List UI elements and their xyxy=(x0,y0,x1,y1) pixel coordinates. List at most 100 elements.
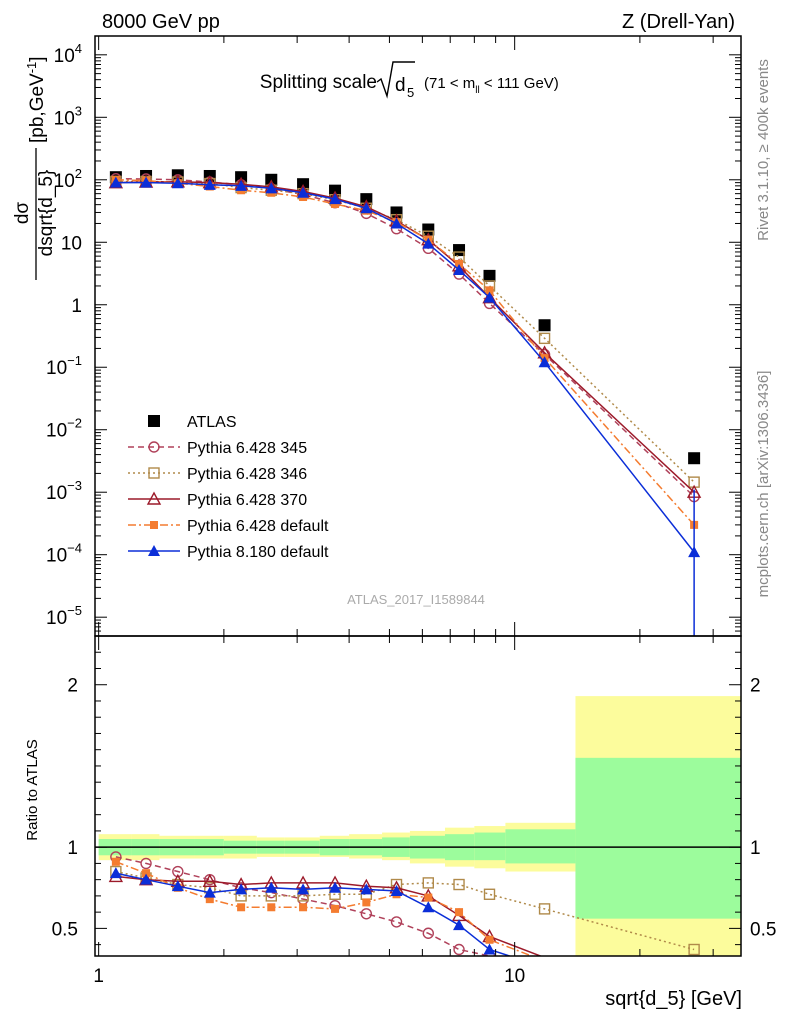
header-left: 8000 GeV pp xyxy=(102,11,220,33)
legend-label-atlas: ATLAS xyxy=(187,414,237,431)
ratio-point-pythia8-default-11 xyxy=(453,919,466,931)
title-symbol-sub: 5 xyxy=(407,85,414,100)
main-ytick-base-1: 10 xyxy=(54,108,75,129)
ylabel-unit-sup: -1 xyxy=(24,62,39,74)
ratio-band-inner-12 xyxy=(474,832,506,861)
ratio-ytick-label-left-1: 1 xyxy=(67,838,78,859)
ratio-point-pythia6-default-12 xyxy=(485,935,494,944)
xtick-label-0: 1 xyxy=(93,966,104,987)
main-ytick-label-6: 10−2 xyxy=(46,416,82,442)
legend-marker-atlas xyxy=(148,415,160,427)
point-pythia8-default-13 xyxy=(538,356,551,368)
ratio-point-pythia8-default-6 xyxy=(297,883,310,895)
ratio-point-pythia8-default-8 xyxy=(360,883,373,895)
ratio-point-pythia6-345-1 xyxy=(140,857,152,870)
main-ytick-exponent-1: 3 xyxy=(75,103,82,118)
main-ytick-base-0: 10 xyxy=(54,46,75,67)
main-ytick-base-6: 10 xyxy=(46,421,67,442)
main-ytick-base-7: 10 xyxy=(46,483,67,504)
main-ytick-base-5: 10 xyxy=(46,358,67,379)
ratio-line-pythia6-346 xyxy=(115,870,695,951)
legend-marker-pythia6-345 xyxy=(148,441,160,453)
legend-item-atlas: ATLAS xyxy=(148,414,237,431)
series-pythia8-default xyxy=(109,176,701,636)
main-plot-series xyxy=(108,169,702,636)
ratio-point-pythia6-345-8 xyxy=(360,908,373,920)
ratio-band-inner-14 xyxy=(575,757,741,919)
rivet-side-label: Rivet 3.1.10, ≥ 400k events xyxy=(755,59,772,241)
main-ytick-label-4: 1 xyxy=(71,296,82,317)
ylabel-unit-text: [pb,GeV xyxy=(27,73,48,143)
point-pythia8-default-6 xyxy=(297,186,310,198)
point-atlas-9 xyxy=(390,206,403,219)
legend: ATLAS Pythia 6.428 345 Pythia 6.428 346 Pyt… xyxy=(128,414,329,561)
main-ytick-base-9: 10 xyxy=(46,608,67,629)
ratio-band-inner-13 xyxy=(505,829,576,864)
title-range-post: < 111 GeV) xyxy=(480,75,559,92)
y-axis-label: dσ dsqrt{d_5} [pb,GeV-1] xyxy=(12,56,57,280)
ratio-ytick-label-right-2: 2 xyxy=(750,676,761,697)
title-range: (71 < mll < 111 GeV) xyxy=(424,75,559,96)
x-axis-label: sqrt{d_5} [GeV] xyxy=(605,988,742,1010)
ratio-ytick-label-left-0: 0.5 xyxy=(52,919,78,940)
ratio-point-pythia6-default-5 xyxy=(267,903,276,912)
main-ytick-base-2: 10 xyxy=(54,171,75,192)
point-pythia8-default-10 xyxy=(422,237,435,249)
ratio-point-pythia8-default-3 xyxy=(203,886,216,898)
point-pythia6-346-13 xyxy=(538,332,551,345)
point-pythia8-default-4 xyxy=(235,179,248,191)
ratio-y-label: Ratio to ATLAS xyxy=(24,739,41,840)
ratio-point-pythia8-default-7 xyxy=(329,881,342,893)
ratio-point-pythia8-default-2 xyxy=(171,880,184,892)
main-ytick-exponent-6: −2 xyxy=(67,416,82,431)
title-symbol: d xyxy=(395,75,406,96)
point-atlas-13 xyxy=(538,319,551,332)
ratio-point-pythia6-345-11 xyxy=(453,943,465,956)
main-ytick-label-3: 10 xyxy=(61,233,82,254)
ratio-point-pythia6-346-13 xyxy=(538,903,551,915)
legend-label-pythia6-345: Pythia 6.428 345 xyxy=(187,440,307,457)
main-ytick-base-8: 10 xyxy=(46,546,67,567)
ratio-point-pythia6-default-6 xyxy=(299,903,308,912)
ylabel-unit-end: ] xyxy=(27,56,48,61)
ratio-point-pythia6-345-9 xyxy=(390,916,403,928)
main-ytick-exponent-8: −4 xyxy=(67,541,82,556)
main-ytick-label-9: 10−5 xyxy=(46,603,82,629)
main-ytick-base-3: 10 xyxy=(61,233,82,254)
ratio-plot-frame xyxy=(94,635,742,957)
xtick-label-1: 10 xyxy=(504,966,525,987)
ylabel-unit: [pb,GeV-1] xyxy=(24,56,48,143)
main-ytick-exponent-2: 2 xyxy=(75,166,82,181)
point-pythia8-default-7 xyxy=(329,193,342,205)
ratio-ytick-label-left-2: 2 xyxy=(67,676,78,697)
ratio-point-pythia6-default-3 xyxy=(205,895,214,904)
ratio-series-pythia8-default xyxy=(109,867,512,956)
point-pythia8-default-8 xyxy=(360,202,373,214)
ratio-ytick-label-right-1: 1 xyxy=(750,838,761,859)
point-pythia6-default-11 xyxy=(455,259,464,268)
ylabel-denominator: dsqrt{d_5} xyxy=(36,170,57,257)
point-pythia8-default-5 xyxy=(265,182,278,194)
sqrt-symbol xyxy=(376,61,415,99)
ratio-point-pythia6-345-10 xyxy=(422,927,434,939)
main-ytick-exponent-5: −1 xyxy=(67,353,82,368)
point-pythia8-default-12 xyxy=(483,291,496,303)
point-pythia8-default-9 xyxy=(390,217,403,229)
legend-item-pythia6-346: Pythia 6.428 346 xyxy=(128,466,307,483)
ratio-ytick-label-right-0: 0.5 xyxy=(750,919,776,940)
point-pythia8-default-3 xyxy=(203,178,216,190)
title-range-pre: (71 < m xyxy=(424,75,475,92)
legend-label-pythia6-370: Pythia 6.428 370 xyxy=(187,492,307,509)
ylabel-numerator: dσ xyxy=(12,202,33,225)
ratio-point-pythia8-default-9 xyxy=(390,885,403,897)
ratio-plot-series xyxy=(108,851,700,956)
legend-item-pythia6-default: Pythia 6.428 default xyxy=(128,518,329,535)
main-ytick-exponent-9: −5 xyxy=(67,603,82,618)
ratio-point-pythia8-default-5 xyxy=(265,881,278,893)
main-ytick-label-0: 104 xyxy=(54,41,82,67)
ratio-point-pythia8-default-0 xyxy=(109,867,122,879)
legend-label-pythia6-346: Pythia 6.428 346 xyxy=(187,466,307,483)
ratio-point-pythia6-default-0 xyxy=(111,857,120,866)
